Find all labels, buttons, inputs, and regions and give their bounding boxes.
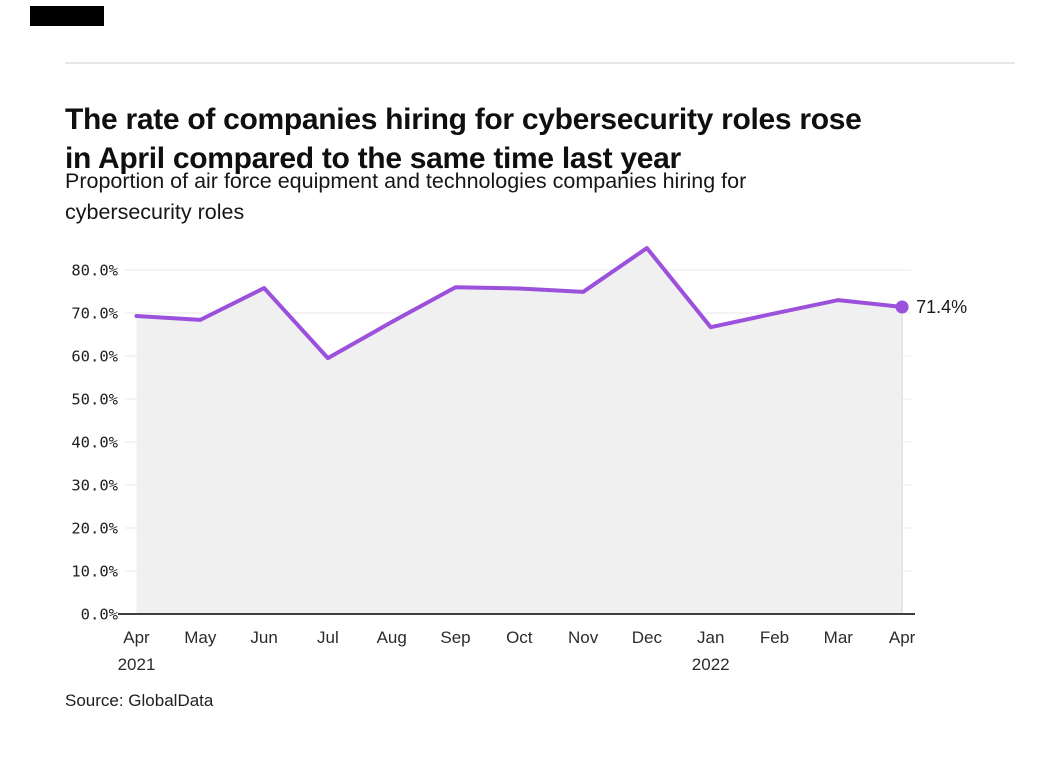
x-tick-label: Aug bbox=[377, 628, 407, 647]
data-line bbox=[134, 246, 905, 361]
end-value-label: 71.4% bbox=[916, 297, 967, 317]
x-tick-label: Mar bbox=[824, 628, 854, 647]
x-tick-label: Sep bbox=[440, 628, 470, 647]
x-tick-label: Oct bbox=[506, 628, 533, 647]
y-tick-label: 50.0% bbox=[71, 391, 118, 409]
x-tick-label: Dec bbox=[632, 628, 663, 647]
x-tick-label: Jan bbox=[697, 628, 724, 647]
source-text: Source: GlobalData bbox=[65, 691, 214, 710]
x-tick-year-label: 2021 bbox=[118, 655, 156, 674]
end-marker bbox=[895, 300, 909, 314]
x-tick-year-label: 2022 bbox=[692, 655, 730, 674]
area-fill bbox=[136, 248, 903, 614]
x-tick-label: Jun bbox=[250, 628, 277, 647]
chart-title-line1: The rate of companies hiring for cyberse… bbox=[65, 103, 862, 137]
y-tick-label: 80.0% bbox=[71, 262, 118, 280]
header-divider bbox=[65, 62, 1015, 64]
y-tick-label: 70.0% bbox=[71, 305, 118, 323]
x-tick-label: Feb bbox=[760, 628, 789, 647]
logo-bar bbox=[30, 6, 104, 26]
y-tick-label: 40.0% bbox=[71, 434, 118, 452]
x-tick-label: Apr bbox=[889, 628, 916, 647]
chart-svg: 0.0% 10.0% 20.0% 30.0% 40.0% 50.0% 60.0% 70.0% 8… bbox=[71, 246, 967, 674]
y-tick-label: 0.0% bbox=[81, 606, 119, 624]
chart-subtitle-line1: Proportion of air force equipment and te… bbox=[65, 169, 747, 193]
x-tick-label: Nov bbox=[568, 628, 599, 647]
y-tick-label: 30.0% bbox=[71, 477, 118, 495]
x-tick-label: Jul bbox=[317, 628, 339, 647]
chart-subtitle: Proportion of air force equipment and te… bbox=[65, 166, 985, 228]
y-tick-label: 60.0% bbox=[71, 348, 118, 366]
chart-title-line2: in April compared to the same time last … bbox=[65, 142, 681, 176]
x-tick-label: Apr bbox=[123, 628, 150, 647]
y-tick-label: 20.0% bbox=[71, 520, 118, 538]
chart-title: The rate of companies hiring for cyberse… bbox=[65, 100, 985, 178]
y-tick-label: 10.0% bbox=[71, 563, 118, 581]
x-tick-label: May bbox=[184, 628, 217, 647]
chart-subtitle-line2: cybersecurity roles bbox=[65, 200, 245, 224]
